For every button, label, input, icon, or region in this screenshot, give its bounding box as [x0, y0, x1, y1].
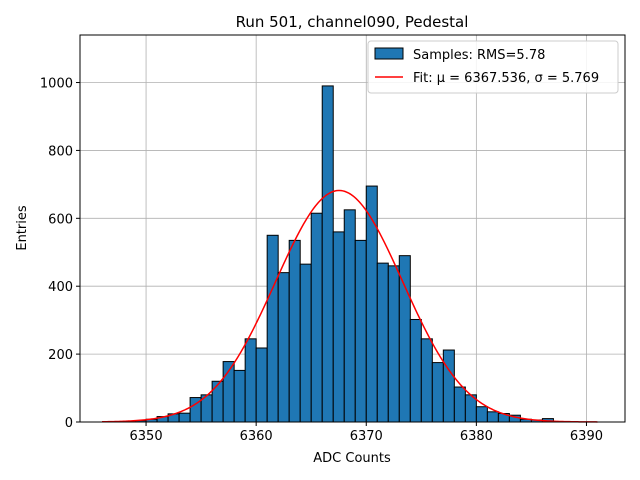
histogram-bar	[277, 272, 290, 423]
histogram-bar	[354, 239, 367, 423]
x-tick-label: 6370	[350, 429, 383, 444]
histogram-bar	[442, 349, 455, 423]
histogram-bar	[211, 380, 224, 423]
x-axis-ticks: 6350 6360 6370 6380 6390	[130, 422, 603, 444]
histogram-bar	[321, 85, 334, 423]
y-tick-label: 800	[48, 144, 73, 159]
x-tick-label: 6360	[240, 429, 273, 444]
y-tick-label: 400	[48, 280, 73, 295]
legend-box	[367, 40, 619, 94]
y-tick-label: 600	[48, 212, 73, 227]
legend-label-fit: Fit: μ = 6367.536, σ = 5.769	[413, 71, 599, 86]
y-tick-label: 1000	[40, 77, 73, 92]
histogram-bar	[420, 338, 433, 423]
x-tick-label: 6350	[130, 429, 163, 444]
histogram-bar	[475, 406, 488, 423]
histogram-bar	[365, 185, 378, 423]
histogram-bar	[266, 234, 279, 423]
histogram-bar	[288, 239, 301, 423]
chart-title: Run 501, channel090, Pedestal	[236, 13, 469, 31]
y-axis-label: Entries	[15, 205, 30, 251]
histogram-bar	[332, 231, 345, 423]
y-tick-label: 0	[65, 416, 73, 431]
histogram-bar	[233, 369, 246, 423]
histogram-bar	[310, 212, 323, 423]
histogram-bar	[486, 411, 499, 423]
histogram-bar	[387, 265, 400, 423]
legend-swatch-samples	[374, 47, 404, 60]
x-tick-label: 6380	[460, 429, 493, 444]
histogram-bar	[431, 362, 444, 423]
legend-label-samples: Samples: RMS=5.78	[413, 48, 545, 63]
legend: Samples: RMS=5.78 Fit: μ = 6367.536, σ =…	[367, 40, 619, 94]
fit-curve	[102, 189, 598, 423]
histogram-bar	[398, 255, 411, 423]
x-tick-label: 6390	[570, 429, 603, 444]
histogram-bar	[178, 412, 191, 423]
histogram-bar	[299, 263, 312, 423]
histogram-bar	[244, 338, 257, 423]
x-axis-label: ADC Counts	[313, 451, 391, 466]
y-tick-label: 200	[48, 348, 73, 363]
histogram-bar	[453, 386, 466, 423]
y-axis-ticks: 0 200 400 600 800 1000	[40, 77, 80, 431]
plot-frame	[79, 34, 626, 423]
histogram-bar	[376, 262, 389, 423]
histogram-bar	[255, 347, 268, 423]
histogram-bar	[409, 318, 422, 423]
histogram-bars	[134, 85, 554, 423]
histogram-bar	[343, 209, 356, 423]
